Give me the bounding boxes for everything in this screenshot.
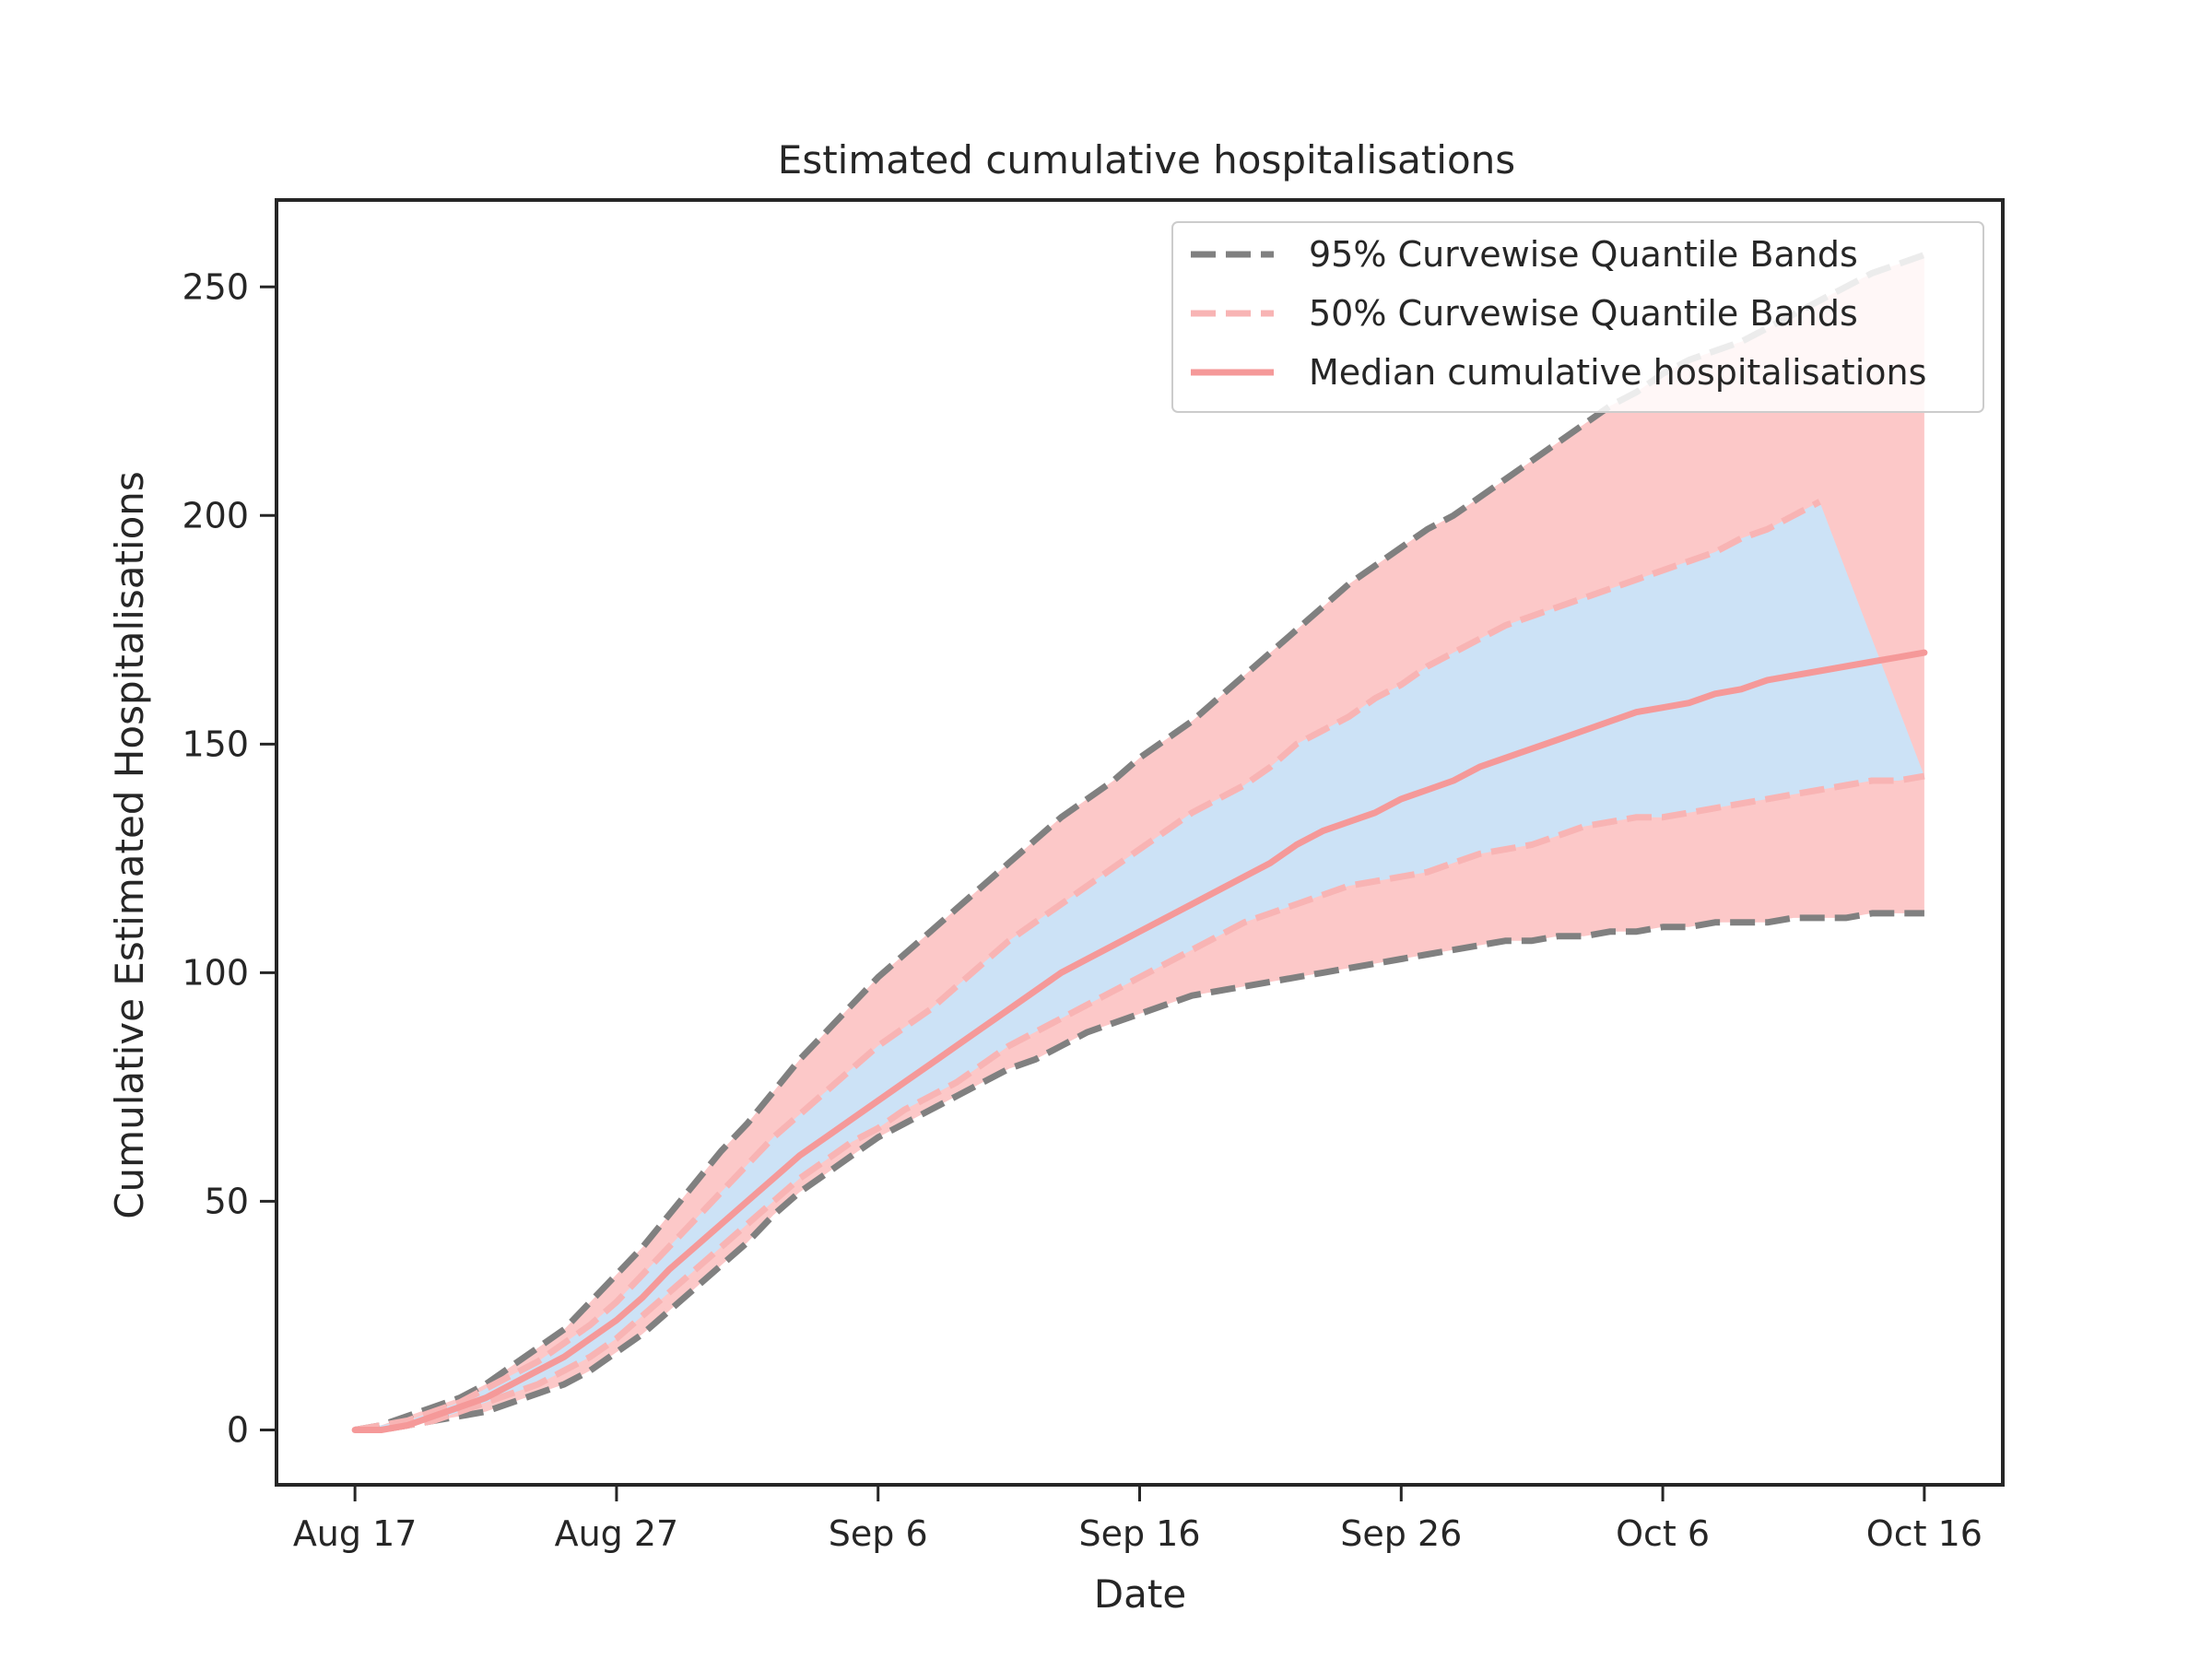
x-axis-label: Date xyxy=(1094,1571,1186,1617)
x-tick-label: Sep 6 xyxy=(829,1513,928,1554)
band95-area xyxy=(355,254,1924,1430)
legend-label-band95: 95% Curvewise Quantile Bands xyxy=(1309,234,1858,275)
legend: 95% Curvewise Quantile Bands 50% Curvewi… xyxy=(1171,221,1984,413)
legend-label-median: Median cumulative hospitalisations xyxy=(1309,352,1926,393)
band95-lower-line xyxy=(355,910,1924,1433)
y-axis: 0 50 100 150 200 250 xyxy=(182,266,276,1450)
y-axis-label: Cumulative Estimated Hospitalisations xyxy=(107,471,152,1219)
y-tick-label: 150 xyxy=(182,724,249,764)
legend-label-band50: 50% Curvewise Quantile Bands xyxy=(1309,293,1858,334)
chart-title: Estimated cumulative hospitalisations xyxy=(778,137,1515,182)
x-tick-label: Oct 16 xyxy=(1866,1513,1983,1554)
y-tick-label: 0 xyxy=(227,1409,249,1450)
legend-box xyxy=(1171,221,1984,413)
x-tick-label: Sep 16 xyxy=(1078,1513,1200,1554)
x-tick-label: Oct 6 xyxy=(1616,1513,1710,1554)
x-tick-label: Sep 26 xyxy=(1340,1513,1462,1554)
x-tick-label: Aug 27 xyxy=(555,1513,679,1554)
band50-upper-line xyxy=(354,499,1821,1433)
band50-lower-line xyxy=(355,772,1925,1433)
x-tick-label: Aug 17 xyxy=(293,1513,418,1554)
y-tick-label: 50 xyxy=(205,1181,249,1221)
y-tick-label: 250 xyxy=(182,266,249,307)
median-line xyxy=(351,649,1928,1433)
y-tick-label: 100 xyxy=(182,952,249,993)
x-axis: Aug 17 Aug 27 Sep 6 Sep 16 Sep 26 Oct 6 Oct 16 xyxy=(293,1485,1983,1554)
y-tick-label: 200 xyxy=(182,495,249,535)
